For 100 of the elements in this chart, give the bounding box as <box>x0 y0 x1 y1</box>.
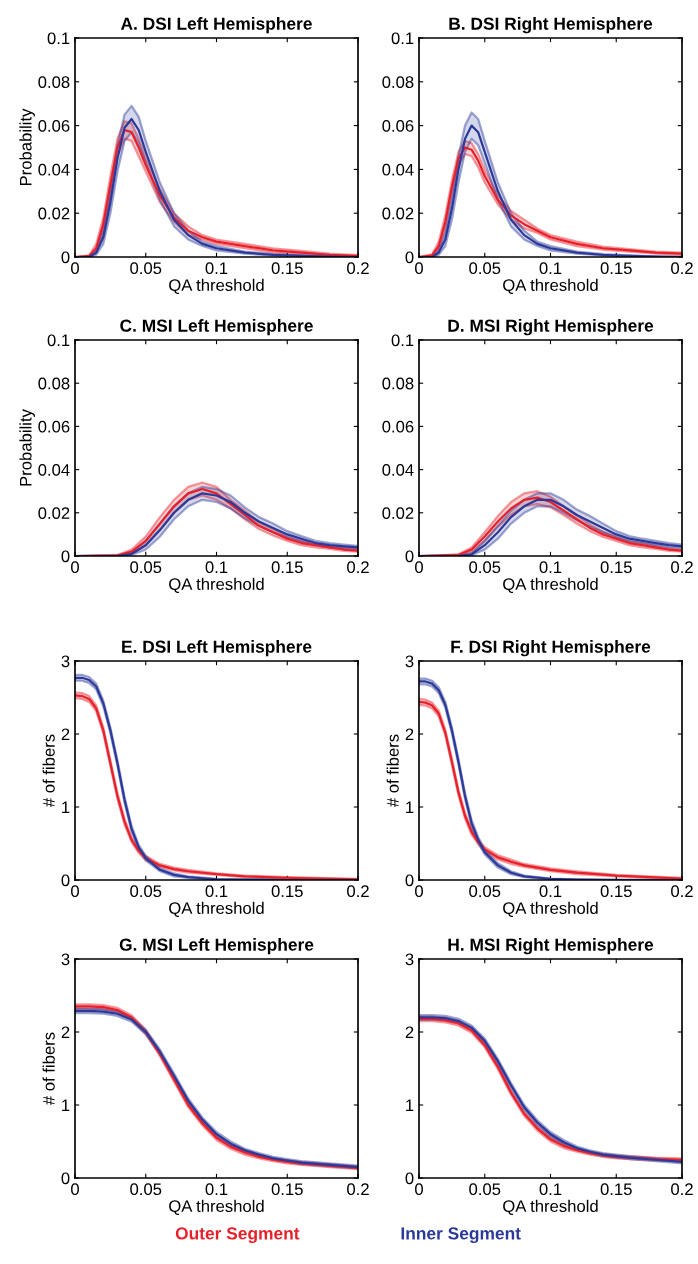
y-tick-label: 0.06 <box>382 420 414 433</box>
x-tick-label: 0.05 <box>130 262 162 275</box>
x-axis-title: QA threshold <box>169 577 264 594</box>
y-tick-label: 0.04 <box>382 163 414 176</box>
y-tick-label: 0.08 <box>38 377 70 390</box>
chart-title: C. MSI Left Hemisphere <box>120 319 313 336</box>
x-tick-label: 0.2 <box>671 561 693 574</box>
x-tick-label: 0 <box>415 1183 423 1196</box>
x-axis-title: QA threshold <box>169 1199 264 1216</box>
y-axis-title: Probability <box>19 409 35 486</box>
y-tick-label: 2 <box>405 1026 414 1039</box>
y-axis-title: # of fibers <box>42 734 55 808</box>
x-tick-label: 0.15 <box>271 262 303 275</box>
x-tick-label: 0.2 <box>671 262 693 275</box>
x-tick-label: 0.05 <box>130 1183 162 1196</box>
x-tick-label: 0 <box>415 885 423 898</box>
y-tick-label: 0.1 <box>391 334 414 347</box>
y-tick-label: 0.04 <box>38 464 70 476</box>
x-tick-label: 0.1 <box>539 885 562 898</box>
x-tick-label: 0.15 <box>600 262 632 275</box>
y-tick-label: 1 <box>406 1099 414 1112</box>
x-tick-label: 0.15 <box>600 561 632 574</box>
x-tick-label: 0.1 <box>539 262 562 275</box>
x-tick-label: 0.05 <box>469 561 501 574</box>
x-tick-label: 0.2 <box>671 885 693 898</box>
y-tick-label: 0 <box>61 251 70 264</box>
y-tick-label: 0 <box>61 1172 70 1185</box>
x-tick-label: 0.15 <box>271 561 303 574</box>
x-tick-label: 0.1 <box>539 1183 562 1196</box>
y-tick-label: 0.06 <box>38 120 70 132</box>
x-tick-label: 0 <box>415 262 423 275</box>
y-tick-label: 1 <box>406 801 414 814</box>
y-tick-label: 0.04 <box>38 163 70 176</box>
text: Outer Segment <box>175 1227 300 1244</box>
x-tick-label: 0 <box>71 262 79 275</box>
x-tick-label: 0.05 <box>130 885 162 898</box>
x-tick-label: 0 <box>71 885 79 898</box>
x-tick-label: 0.15 <box>271 885 303 898</box>
x-tick-label: 0 <box>415 561 423 574</box>
x-axis-title: QA threshold <box>503 901 598 918</box>
y-tick-label: 1 <box>62 801 70 814</box>
y-tick-label: 0.02 <box>382 207 414 220</box>
x-tick-label: 0.05 <box>469 885 501 898</box>
chart-title: F. DSI Right Hemisphere <box>451 640 651 657</box>
x-tick-label: 0.05 <box>469 1183 501 1196</box>
y-tick-label: 0.06 <box>382 120 414 132</box>
y-tick-label: 0.02 <box>38 207 70 220</box>
x-tick-label: 0.1 <box>205 561 228 574</box>
x-tick-label: 0.05 <box>130 561 162 574</box>
y-tick-label: 0.1 <box>47 32 70 45</box>
x-tick-label: 0.15 <box>600 1183 632 1196</box>
y-axis-title: Probability <box>19 108 35 186</box>
y-tick-label: 0 <box>405 1172 414 1185</box>
x-tick-label: 0 <box>71 1183 79 1196</box>
x-tick-label: 0 <box>71 561 79 574</box>
x-tick-label: 0.2 <box>347 1183 369 1196</box>
text: Inner Segment <box>401 1227 521 1244</box>
chart-title: G. MSI Left Hemisphere <box>119 938 314 955</box>
chart-title: B. DSI Right Hemisphere <box>449 17 653 34</box>
y-tick-label: 0.06 <box>38 420 70 433</box>
y-tick-label: 0.02 <box>382 507 414 519</box>
y-tick-label: 0.08 <box>382 377 414 390</box>
y-tick-label: 3 <box>61 953 70 966</box>
x-tick-label: 0.15 <box>600 885 632 898</box>
x-axis-title: QA threshold <box>503 1199 598 1216</box>
y-tick-label: 3 <box>405 655 414 668</box>
x-tick-label: 0.2 <box>347 262 369 275</box>
x-tick-label: 0.1 <box>205 885 228 898</box>
y-tick-label: 3 <box>61 655 70 668</box>
x-tick-label: 0.1 <box>205 1183 228 1196</box>
y-tick-label: 0.02 <box>38 507 70 519</box>
y-tick-label: 2 <box>405 728 414 741</box>
x-tick-label: 0.1 <box>539 561 562 574</box>
x-tick-label: 0.15 <box>271 1183 303 1196</box>
y-tick-label: 0 <box>61 874 70 887</box>
y-tick-label: 2 <box>61 1026 70 1039</box>
y-tick-label: 0.1 <box>391 32 414 45</box>
y-tick-label: 0.04 <box>382 464 414 476</box>
x-tick-label: 0.1 <box>205 262 228 275</box>
x-tick-label: 0.2 <box>347 561 369 574</box>
x-axis-title: QA threshold <box>503 278 598 295</box>
x-tick-label: 0.2 <box>347 885 369 898</box>
y-tick-label: 0 <box>405 550 414 563</box>
y-tick-label: 0 <box>61 550 70 563</box>
y-tick-label: 0.08 <box>382 76 414 88</box>
y-tick-label: 0.08 <box>38 76 70 88</box>
y-tick-label: 3 <box>405 953 414 966</box>
y-axis-title: # of fibers <box>42 1032 55 1106</box>
chart-title: D. MSI Right Hemisphere <box>448 319 654 336</box>
y-tick-label: 2 <box>61 728 70 741</box>
y-axis-title: # of fibers <box>386 734 399 808</box>
y-tick-label: 0 <box>405 251 414 264</box>
chart-title: A. DSI Left Hemisphere <box>120 17 312 34</box>
y-tick-label: 0 <box>405 874 414 887</box>
chart-title: H. MSI Right Hemisphere <box>448 938 654 955</box>
x-axis-title: QA threshold <box>169 901 264 918</box>
chart-title: E. DSI Left Hemisphere <box>122 640 312 657</box>
x-tick-label: 0.2 <box>671 1183 693 1196</box>
x-axis-title: QA threshold <box>503 577 598 594</box>
y-tick-label: 1 <box>62 1099 70 1112</box>
